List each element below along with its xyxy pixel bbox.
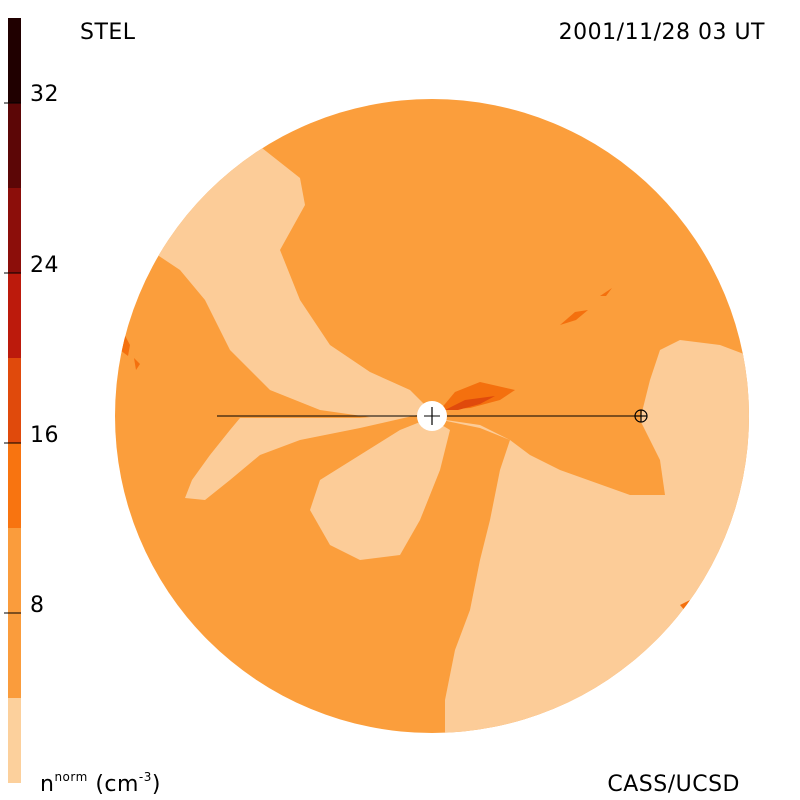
earth-icon xyxy=(634,409,648,423)
colorbar-tick-label-16: 16 xyxy=(30,423,59,448)
credit-label: CASS/UCSD xyxy=(607,772,740,797)
low-density-region-center xyxy=(310,418,450,560)
colorbar-tick-label-8: 8 xyxy=(30,593,45,618)
units-sup: norm xyxy=(54,770,88,784)
colorbar-segment-6 xyxy=(8,273,21,358)
higher-density-spot-center xyxy=(445,396,495,410)
high-density-spot-right xyxy=(560,310,588,325)
low-density-region-left xyxy=(185,412,430,500)
colorbar-tick-label-24: 24 xyxy=(30,253,59,278)
colorbar xyxy=(4,18,21,783)
high-density-spot-center xyxy=(440,382,515,410)
units-unit-sup: -3 xyxy=(138,770,152,784)
timestamp-label: 2001/11/28 03 UT xyxy=(558,20,765,45)
colorbar-segment-9 xyxy=(8,18,21,103)
colorbar-units-label: nnorm (cm-3) xyxy=(40,770,161,797)
units-unit: (cm xyxy=(95,772,139,797)
units-base: n xyxy=(40,772,55,797)
colorbar-segment-7 xyxy=(8,188,21,273)
colorbar-segment-5 xyxy=(8,358,21,443)
high-density-spot-lower-right xyxy=(680,600,690,612)
instrument-label: STEL xyxy=(80,20,136,45)
units-unit-end: ) xyxy=(151,772,161,797)
high-density-spot-right-2 xyxy=(600,288,612,296)
colorbar-tick-label-32: 32 xyxy=(30,82,59,107)
colorbar-segment-4 xyxy=(8,443,21,528)
colorbar-segment-8 xyxy=(8,103,21,188)
high-density-spot-left-2 xyxy=(134,358,140,370)
colorbar-segment-1 xyxy=(8,698,21,783)
low-density-region-upper-left xyxy=(120,148,430,420)
